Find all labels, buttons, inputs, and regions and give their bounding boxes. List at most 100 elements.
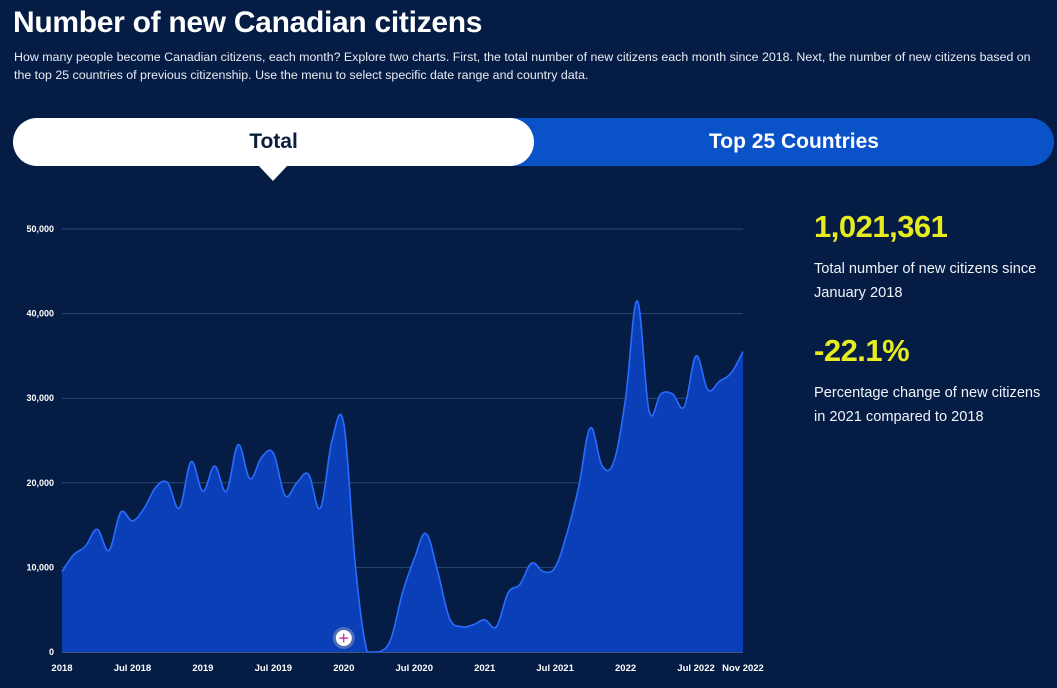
data-point	[694, 354, 698, 358]
data-point	[682, 405, 686, 409]
data-point	[530, 561, 534, 565]
x-tick-label: Jul 2020	[395, 663, 433, 674]
tab-top-25-countries[interactable]: Top 25 Countries	[709, 130, 879, 153]
data-point	[412, 557, 416, 561]
data-point	[95, 527, 99, 531]
data-point	[236, 443, 240, 447]
data-point	[553, 565, 557, 569]
stat-total-value: 1,021,361	[814, 209, 948, 244]
data-point	[565, 532, 569, 536]
data-point	[518, 582, 522, 586]
stat-total-label: Total number of new citizens since Janua…	[814, 261, 1037, 301]
data-point	[365, 650, 369, 654]
y-tick-label: 40,000	[26, 309, 54, 319]
y-tick-label: 10,000	[26, 562, 54, 572]
data-point	[706, 388, 710, 392]
data-point	[119, 510, 123, 514]
data-point	[577, 485, 581, 489]
data-point	[130, 519, 134, 523]
data-point	[213, 464, 217, 468]
data-point	[541, 570, 545, 574]
x-tick-label: 2020	[333, 663, 354, 674]
data-point	[354, 565, 358, 569]
data-point	[283, 493, 287, 497]
y-tick-label: 30,000	[26, 393, 54, 403]
data-point	[224, 489, 228, 493]
tab-bar: Total Top 25 Countries	[13, 118, 1054, 166]
data-point	[471, 623, 475, 627]
data-point	[166, 481, 170, 485]
data-point	[718, 379, 722, 383]
annotation-marker-icon[interactable]: +	[332, 627, 355, 649]
data-point	[271, 451, 275, 455]
data-point	[201, 489, 205, 493]
x-tick-label: Nov 2022	[722, 663, 764, 674]
x-tick-label: Jul 2022	[677, 663, 715, 674]
active-tab-pointer	[258, 165, 288, 181]
data-point	[318, 506, 322, 510]
annotation-layer: +	[332, 627, 355, 649]
data-point	[447, 616, 451, 620]
data-point	[659, 392, 663, 396]
y-tick-label: 0	[49, 647, 54, 657]
x-tick-label: 2021	[474, 663, 496, 674]
data-point	[307, 472, 311, 476]
stat-change-block: -22.1% Percentage change of new citizens…	[814, 329, 1054, 429]
stat-change-value: -22.1%	[814, 333, 910, 368]
stats-panel: 1,021,361 Total number of new citizens s…	[814, 205, 1054, 429]
data-point	[295, 481, 299, 485]
data-point	[342, 422, 346, 426]
x-tick-label: 2022	[615, 663, 636, 674]
data-point	[154, 485, 158, 489]
data-point	[72, 553, 76, 557]
y-tick-label: 50,000	[26, 224, 54, 234]
data-point	[600, 464, 604, 468]
page-subtitle: How many people become Canadian citizens…	[14, 50, 1031, 82]
data-point	[483, 618, 487, 622]
data-point	[248, 477, 252, 481]
x-axis-labels: 2018 Jul 2018 2019 Jul 2019 2020 Jul 2020 2021…	[51, 663, 763, 674]
data-point	[588, 426, 592, 430]
series-line	[61, 300, 744, 653]
x-tick-label: 2019	[192, 663, 213, 674]
x-tick-label: Jul 2021	[536, 663, 574, 674]
data-point	[424, 532, 428, 536]
marker-disc	[335, 630, 352, 646]
data-point	[401, 591, 405, 595]
data-point	[494, 625, 498, 629]
data-point	[60, 570, 64, 574]
data-point	[436, 570, 440, 574]
data-point	[729, 371, 733, 375]
data-point	[506, 591, 510, 595]
data-point	[671, 392, 675, 396]
data-point	[107, 548, 111, 552]
data-point	[389, 637, 393, 641]
x-tick-label: Jul 2019	[255, 663, 293, 674]
page-title: Number of new Canadian citizens	[13, 6, 483, 39]
data-point	[612, 460, 616, 464]
x-tick-label: Jul 2018	[114, 663, 152, 674]
data-point	[624, 396, 628, 400]
data-point	[330, 439, 334, 443]
data-point	[177, 506, 181, 510]
tab-total[interactable]: Total	[13, 118, 534, 166]
data-point	[635, 299, 639, 303]
data-point	[377, 650, 381, 654]
marker-plus-symbol: +	[338, 631, 350, 647]
data-point	[260, 455, 264, 459]
stat-change-label: Percentage change of new citizens in 202…	[814, 385, 1041, 425]
data-point	[142, 506, 146, 510]
data-point	[741, 350, 745, 354]
y-tick-label: 20,000	[26, 478, 54, 488]
stat-total-block: 1,021,361 Total number of new citizens s…	[814, 205, 1054, 305]
y-axis-labels: 0 10,000 20,000 30,000 40,000 50,000	[26, 224, 54, 657]
x-tick-label: 2018	[51, 663, 72, 674]
area-fill	[62, 300, 743, 652]
data-point	[189, 460, 193, 464]
data-point	[647, 409, 651, 413]
area-series	[60, 299, 745, 654]
data-point	[83, 544, 87, 548]
citizens-area-chart: 0 10,000 20,000 30,000 40,000 50,000 2018 Jul …	[26, 224, 763, 674]
data-point	[459, 625, 463, 629]
